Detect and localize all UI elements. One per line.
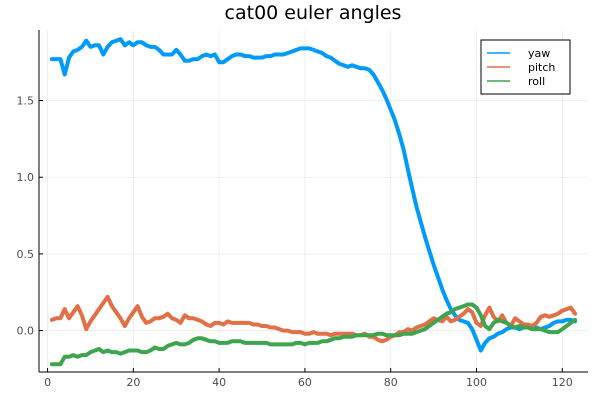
series-line-roll (49, 302, 578, 367)
series-line-pitch (49, 294, 578, 344)
y-tick-label: 0.0 (17, 325, 35, 338)
x-tick-label: 80 (384, 376, 398, 389)
axes: 0 20 40 60 80 100 120 0.0 0.5 1.0 1.5 (17, 30, 588, 389)
x-tick-label: 40 (212, 376, 226, 389)
series-line-yaw (49, 37, 578, 353)
x-tick-label: 120 (552, 376, 573, 389)
grid (39, 30, 588, 372)
x-tick-label: 0 (44, 376, 51, 389)
y-tick-label: 1.0 (17, 171, 35, 184)
y-tick-label: 0.5 (17, 248, 35, 261)
chart-title: cat00 euler angles (225, 2, 402, 24)
x-tick-label: 60 (298, 376, 312, 389)
legend-label-pitch: pitch (528, 61, 555, 74)
y-tick-label: 1.5 (17, 95, 35, 108)
legend-label-yaw: yaw (528, 47, 550, 60)
x-tick-label: 100 (466, 376, 487, 389)
legend-label-roll: roll (528, 75, 545, 88)
x-tick-label: 20 (126, 376, 140, 389)
series-group (49, 37, 578, 367)
